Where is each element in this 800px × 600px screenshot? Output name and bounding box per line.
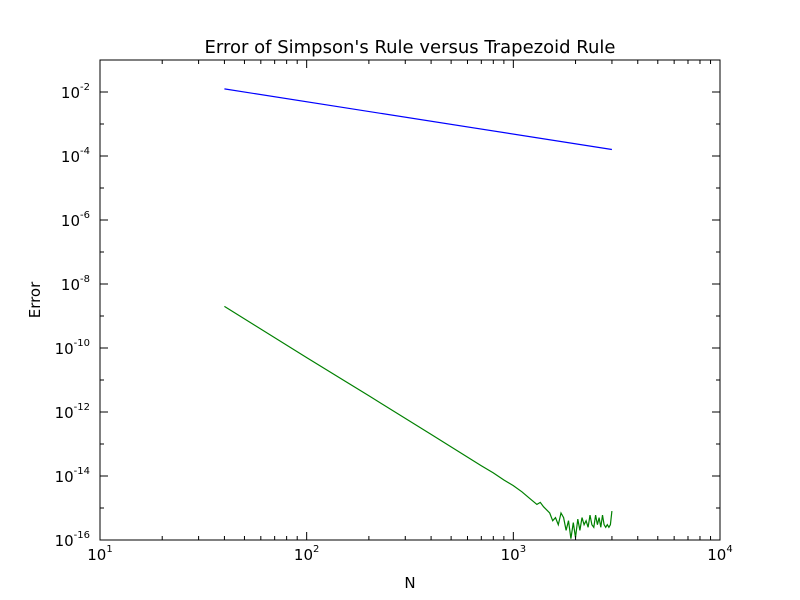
x-tick-label: 101	[87, 544, 112, 564]
y-tick-label: 10-14	[55, 466, 90, 486]
y-tick-label: 10-10	[55, 338, 90, 358]
x-axis-label: N	[404, 574, 415, 592]
y-axis-label: Error	[26, 281, 44, 318]
y-tick-label: 10-12	[55, 402, 90, 422]
y-tick-label: 10-2	[61, 82, 90, 102]
x-tick-label: 103	[501, 544, 526, 564]
x-tick-label: 102	[294, 544, 319, 564]
y-tick-label: 10-6	[61, 210, 90, 230]
x-tick-label: 104	[707, 544, 732, 564]
y-tick-label: 10-16	[55, 530, 90, 550]
series-line-1	[224, 88, 612, 151]
chart-title: Error of Simpson's Rule versus Trapezoid…	[205, 37, 616, 58]
series-layer	[224, 88, 613, 539]
y-tick-label: 10-8	[61, 274, 90, 294]
y-tick-label: 10-4	[61, 146, 90, 166]
plot-frame	[99, 59, 721, 541]
series-line-2	[224, 305, 613, 539]
